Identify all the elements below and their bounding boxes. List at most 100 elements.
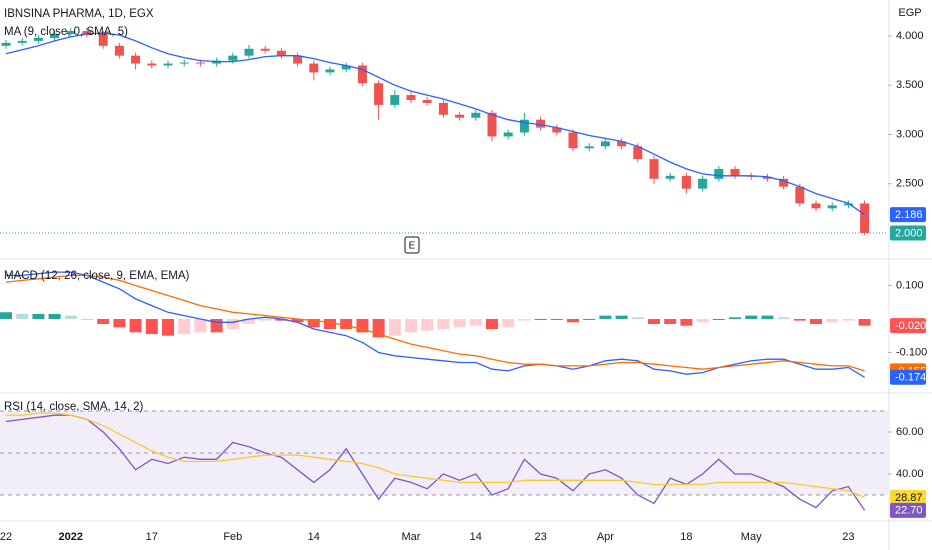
y-tick-label: 3.000	[896, 128, 924, 140]
candle-body	[438, 102, 448, 115]
candle-body	[17, 40, 27, 43]
marks: 4.000 3.500 3.000 2.500 22 2022 17 Feb 14 Mar 14 23…	[0, 28, 927, 543]
histogram-bar	[469, 318, 482, 326]
histogram-bar	[275, 318, 288, 321]
histogram-bar	[145, 318, 158, 335]
candle-body	[762, 176, 772, 179]
histogram-bar	[518, 318, 531, 321]
histogram-bar	[599, 315, 612, 319]
price-tag	[890, 489, 926, 505]
candle-body	[406, 95, 416, 100]
candle-body	[228, 55, 238, 61]
price-tag	[890, 318, 926, 334]
candle-body	[552, 127, 562, 133]
candle-body	[584, 146, 594, 149]
x-tick-label: May	[741, 531, 762, 543]
histogram-bar	[405, 318, 417, 333]
histogram-bar	[291, 318, 304, 323]
histogram-bar	[793, 318, 806, 321]
candle-body	[260, 48, 270, 51]
price-tag	[890, 225, 926, 241]
candle-body	[649, 159, 659, 179]
histogram-bar	[307, 318, 320, 328]
candle-body	[503, 132, 513, 137]
candle-body	[795, 186, 805, 204]
candle-body	[163, 63, 173, 66]
histogram-bar	[550, 318, 563, 320]
indicator-line	[6, 412, 865, 499]
event-marker[interactable]: E	[409, 241, 416, 252]
ma-legend: MA (9, close, 0, SMA, 5)	[4, 26, 128, 38]
y-tick-label: 4.000	[896, 30, 924, 42]
candle-body	[341, 65, 351, 70]
histogram-bar	[97, 318, 110, 324]
histogram-bar	[64, 315, 77, 319]
candle-body	[293, 55, 303, 64]
indicator-line	[5, 414, 866, 511]
y-tick-label: 3.500	[896, 79, 924, 91]
candle-body	[390, 95, 400, 105]
candle-body	[519, 119, 529, 133]
histogram-bar	[615, 315, 628, 319]
y-tick-label: 2.500	[896, 178, 924, 190]
candle-body	[843, 203, 853, 206]
y-tick-label: 40.00	[896, 468, 924, 480]
price-tag-label: -0.174	[895, 372, 926, 384]
x-tick-label: Feb	[223, 531, 242, 543]
histogram-bar	[664, 318, 677, 324]
candle-body	[779, 178, 789, 187]
candle-body	[600, 141, 610, 147]
histogram-bar	[567, 318, 579, 323]
histogram-bar	[648, 318, 660, 324]
candle-body	[811, 203, 821, 209]
histogram-bar	[243, 318, 255, 324]
histogram-bar	[421, 318, 434, 331]
candle-body	[374, 83, 384, 105]
histogram-bar	[324, 318, 336, 330]
histogram-bar	[502, 318, 515, 328]
symbol-title: IBNSINA PHARMA, 1D, EGX	[4, 8, 154, 20]
histogram-bar	[16, 313, 29, 319]
rsi-legend: RSI (14, close, SMA, 14, 2)	[4, 401, 144, 413]
candle-body	[681, 175, 691, 189]
histogram-bar	[32, 313, 45, 319]
price-tag	[890, 369, 926, 385]
histogram-bar	[340, 318, 353, 330]
currency-label: EGP	[898, 7, 921, 19]
price-tag-label: 22.70	[895, 505, 923, 517]
candle-body	[455, 114, 465, 118]
price-tag-label: 2.186	[895, 209, 923, 221]
macd-legend: MACD (12, 26, close, 9, EMA, EMA)	[4, 270, 190, 282]
histogram-bar	[534, 318, 547, 320]
histogram-bar	[453, 318, 466, 328]
candle-body	[309, 63, 319, 73]
histogram-bar	[777, 317, 790, 319]
candle-body	[536, 119, 546, 128]
histogram-bar	[113, 318, 126, 328]
x-tick-label: 14	[470, 531, 482, 543]
y-tick-label: 0.100	[896, 279, 924, 291]
histogram-bar	[437, 318, 450, 330]
price-tag-label: 28.87	[895, 492, 923, 504]
candle-body	[698, 178, 708, 189]
histogram-bar	[680, 318, 693, 326]
x-tick-label: 18	[680, 531, 692, 543]
price-tag	[890, 207, 926, 223]
histogram-bar	[761, 315, 774, 319]
histogram-bar	[0, 312, 12, 319]
histogram-bar	[631, 317, 644, 319]
x-tick-label: 14	[308, 531, 320, 543]
histogram-bar	[259, 318, 272, 321]
candle-body	[633, 146, 643, 160]
histogram-bar	[583, 318, 596, 320]
histogram-bar	[729, 317, 741, 319]
event-marker-box[interactable]	[404, 236, 420, 254]
histogram-bar	[858, 318, 871, 326]
candle-body	[617, 141, 627, 147]
x-tick-label: 17	[146, 531, 158, 543]
x-tick-label: Apr	[597, 531, 614, 543]
candle-body	[244, 48, 254, 56]
indicator-line	[5, 32, 865, 216]
